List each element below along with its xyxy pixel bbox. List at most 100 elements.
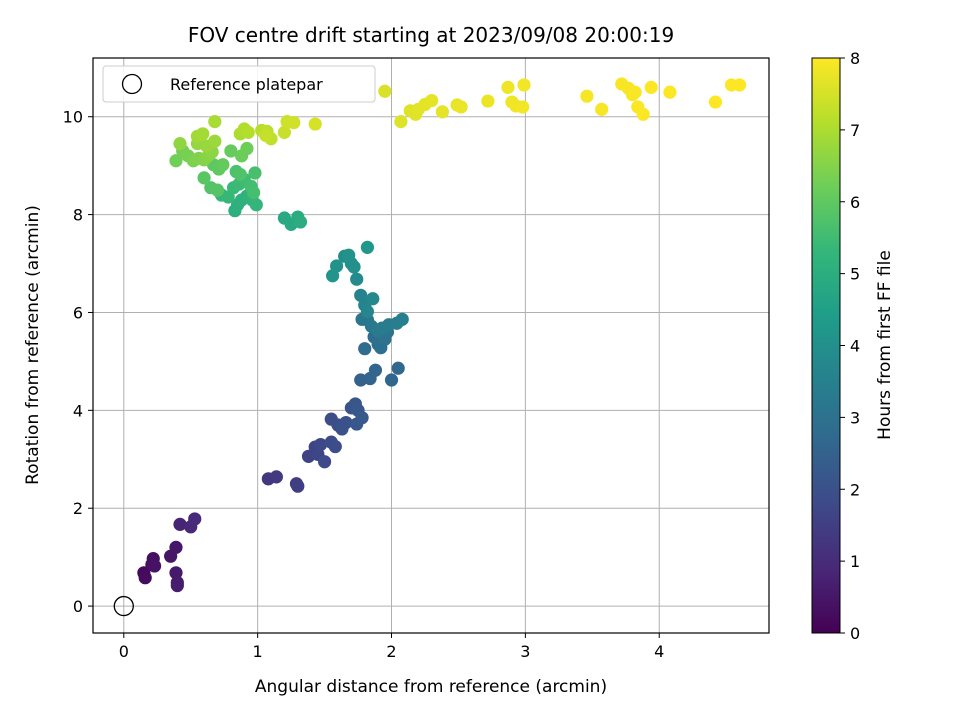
y-axis-label: Rotation from reference (arcmin) [23,205,43,485]
data-point [732,78,747,92]
data-point [269,470,283,484]
colorbar-gradient [811,57,841,634]
data-point [708,95,723,109]
y-tick-label: 2 [73,499,83,518]
data-point [355,411,369,425]
data-point [366,292,380,306]
data-point [138,571,152,585]
data-point [395,312,409,326]
data-point [169,540,183,554]
data-point [208,134,222,148]
data-point [517,78,531,92]
legend-entry: Reference platepar [170,75,323,94]
data-point [454,100,468,114]
reference-platepar-marker [113,595,134,617]
data-point [358,342,372,356]
legend-box [102,65,376,103]
data-point [328,439,342,454]
data-point [425,93,439,108]
data-point [293,215,308,229]
colorbar-tick-label: 2 [850,480,860,499]
colorbar-tick-label: 4 [850,337,860,356]
data-point [173,517,187,531]
colorbar-tick-label: 5 [850,265,860,284]
data-point [259,128,273,142]
x-axis-label: Angular distance from reference (arcmin) [255,677,607,697]
data-point [291,479,305,493]
colorbar-tick-label: 6 [850,193,860,212]
y-tick-label: 6 [73,303,83,322]
data-point [501,80,515,94]
colorbar-tick-label: 7 [850,121,860,140]
data-point [391,361,405,375]
y-tick-label: 8 [73,206,83,225]
data-point [224,144,238,158]
x-tick-label: 1 [253,642,263,661]
data-point [663,85,677,99]
data-point [394,115,408,129]
chart-title: FOV centre drift starting at 2023/09/08 … [188,23,674,47]
data-point [188,512,202,526]
x-axis-ticks: 0 1 2 3 4 [119,633,664,661]
data-point [636,107,650,121]
data-point [516,100,530,114]
data-point [196,127,210,141]
data-point [169,566,183,580]
data-point [360,304,375,319]
colorbar-tick-label: 8 [850,49,860,68]
data-point [313,437,328,452]
data-point [233,167,247,182]
data-point [170,578,184,593]
y-tick-label: 4 [73,401,83,420]
grid-lines [93,58,769,633]
data-point [317,455,332,469]
data-point [360,240,375,254]
plot-frame [92,57,770,634]
data-point [287,115,301,130]
colorbar-tick-label: 1 [850,552,860,571]
data-point [347,260,361,274]
data-point [249,198,263,212]
x-tick-label: 3 [520,642,530,661]
data-point [216,158,230,172]
colorbar-label: Hours from first FF file [875,250,895,440]
data-point [339,415,353,430]
data-point [173,137,187,151]
points-layer [113,77,747,617]
y-tick-label: 0 [73,597,83,616]
data-point [240,141,254,156]
data-point [326,269,340,283]
data-point [368,363,383,377]
legend: Reference platepar [102,65,376,103]
colorbar-ticks: 0 1 2 3 4 5 6 7 8 [840,49,860,643]
colorbar-tick-label: 3 [850,408,860,427]
data-point [208,115,222,129]
data-point [248,166,262,180]
data-point [644,80,658,94]
colorbar-tick-label: 0 [850,624,860,643]
x-tick-label: 2 [386,642,396,661]
data-point [378,84,392,98]
x-tick-label: 4 [654,642,664,661]
y-axis-ticks: 0 2 4 6 8 10 [63,108,93,616]
colorbar: 0 1 2 3 4 5 6 7 8 Hours from first FF file [811,49,895,643]
data-point [197,171,211,185]
y-tick-label: 10 [63,108,83,127]
legend-marker [121,73,143,95]
x-tick-label: 0 [119,642,129,661]
data-point [169,154,183,168]
data-point [241,125,255,139]
data-point [277,125,292,139]
data-point [247,185,261,200]
data-point [308,117,322,131]
data-point [342,248,356,262]
data-point [595,102,609,116]
data-point [147,559,162,573]
data-point [580,89,594,103]
data-point [628,85,642,99]
data-point [435,105,449,119]
data-point [210,183,225,197]
data-point [481,94,495,108]
data-point [384,373,399,387]
